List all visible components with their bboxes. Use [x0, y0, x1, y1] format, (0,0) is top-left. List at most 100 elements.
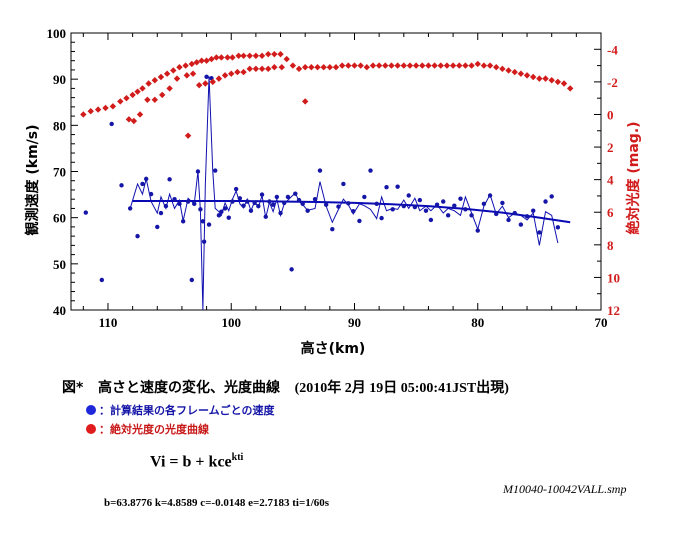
- y2-tick-label: 12: [607, 303, 620, 318]
- magnitude-point: [295, 65, 303, 73]
- velocity-point: [481, 201, 487, 207]
- magnitude-point: [419, 62, 426, 69]
- x-tick-label: 80: [471, 315, 484, 330]
- magnitude-point: [382, 62, 389, 69]
- velocity-point: [346, 201, 351, 206]
- magnitude-point: [252, 52, 260, 60]
- magnitude-point: [548, 77, 555, 84]
- magnitude-point: [443, 62, 451, 69]
- magnitude-point: [184, 132, 192, 139]
- velocity-point: [274, 194, 280, 200]
- velocity-point: [263, 214, 268, 219]
- velocity-point: [296, 197, 302, 203]
- velocity-point: [549, 194, 554, 199]
- velocity-point: [384, 184, 389, 190]
- velocity-point: [494, 211, 499, 217]
- magnitude-point: [301, 64, 309, 71]
- magnitude-point: [258, 65, 266, 73]
- magnitude-point: [480, 62, 488, 69]
- velocity-point: [336, 204, 341, 209]
- velocity-point: [317, 168, 323, 173]
- velocity-point: [270, 202, 276, 207]
- velocity-point: [469, 213, 474, 218]
- y2-tick-label: 0: [607, 107, 614, 122]
- magnitude-point: [130, 117, 138, 125]
- velocity-point: [158, 210, 164, 216]
- velocity-point: [216, 213, 222, 218]
- magnitude-point: [235, 52, 242, 60]
- y2-tick-label: 2: [607, 140, 614, 155]
- velocity-point: [135, 233, 140, 239]
- velocity-point: [285, 194, 291, 200]
- velocity-point: [441, 199, 446, 204]
- magnitude-point: [351, 62, 358, 69]
- velocity-point: [434, 202, 440, 207]
- magnitude-point: [234, 68, 241, 76]
- magnitude-point: [193, 59, 200, 66]
- magnitude-point: [511, 68, 518, 76]
- magnitude-point: [224, 54, 231, 61]
- figure-caption: 図* 高さと速度の変化、光度曲線 (2010年 2月 19日 05:00:41J…: [62, 377, 509, 397]
- magnitude-point: [252, 65, 260, 73]
- magnitude-point: [437, 62, 444, 69]
- velocity-point: [189, 277, 194, 283]
- magnitude-point: [369, 62, 377, 69]
- magnitude-point: [209, 78, 216, 86]
- velocity-point: [213, 168, 218, 173]
- velocity-point: [379, 215, 384, 221]
- velocity-point: [390, 207, 395, 212]
- magnitude-point: [218, 54, 225, 61]
- velocity-point: [237, 196, 243, 201]
- magnitude-point: [166, 85, 173, 92]
- y-tick-label: 80: [53, 118, 66, 133]
- magnitude-point: [265, 65, 272, 73]
- magnitude-point: [431, 62, 438, 69]
- velocity-point: [163, 203, 169, 209]
- magnitude-point: [530, 73, 537, 81]
- x-tick-label: 110: [99, 315, 118, 330]
- magnitude-point: [240, 68, 247, 76]
- magnitude-point: [136, 111, 144, 118]
- y-tick-label: 100: [47, 26, 67, 41]
- velocity-point: [148, 191, 154, 197]
- y-axis-title: 観測速度 (km/s): [24, 124, 41, 235]
- velocity-point: [278, 210, 283, 216]
- magnitude-point: [170, 67, 177, 74]
- magnitude-point: [523, 72, 531, 79]
- magnitude-point: [289, 62, 297, 69]
- x-tick-label: 100: [221, 315, 241, 330]
- magnitude-point: [145, 80, 152, 87]
- magnitude-point: [406, 62, 414, 69]
- velocity-point: [555, 225, 561, 230]
- velocity-point: [475, 228, 480, 233]
- velocity-point: [362, 194, 367, 200]
- velocity-point: [241, 203, 246, 208]
- magnitude-point: [208, 55, 215, 63]
- x-axis-title: 高さ(km): [301, 340, 366, 357]
- magnitude-point: [151, 77, 159, 84]
- y-tick-label: 90: [53, 72, 66, 87]
- fit-parameters: b=63.8776 k=4.8589 c=-0.0148 e=2.7183 ti…: [104, 497, 330, 509]
- velocity-point: [192, 201, 197, 207]
- velocity-point: [206, 222, 212, 227]
- magnitude-point: [554, 78, 562, 86]
- magnitude-point: [375, 62, 383, 69]
- magnitude-point: [240, 52, 247, 60]
- magnitude-point: [308, 64, 315, 71]
- y2-tick-label: -4: [607, 42, 618, 57]
- velocity-point: [341, 181, 346, 187]
- magnitude-point: [144, 96, 151, 104]
- velocity-point: [83, 210, 88, 215]
- magnitude-point: [517, 70, 525, 77]
- magnitude-point: [278, 64, 285, 71]
- magnitude-point: [198, 57, 205, 64]
- magnitude-point: [542, 75, 549, 82]
- magnitude-point: [468, 62, 475, 69]
- y-tick-label: 50: [53, 257, 66, 272]
- magnitude-point: [425, 62, 432, 69]
- magnitude-point: [125, 116, 133, 123]
- x-tick-label: 90: [348, 315, 361, 330]
- velocity-point: [252, 200, 257, 206]
- plot-area: 110 100 90 80 70 40 50 60 70 80 90 100 -4 -2 0 2 4 6 8 10 12: [47, 26, 621, 330]
- formula-exponent: kti: [231, 452, 244, 463]
